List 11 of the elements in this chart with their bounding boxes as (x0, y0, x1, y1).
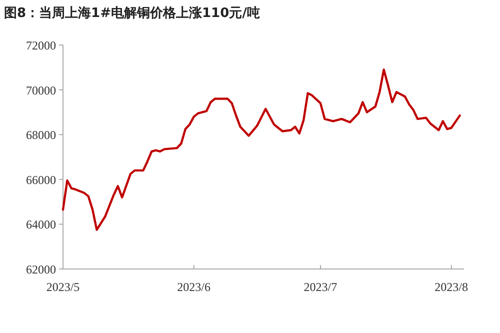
y-tick-label: 72000 (26, 38, 56, 52)
x-tick-label: 2023/8 (434, 280, 468, 294)
y-tick-label: 68000 (26, 128, 56, 142)
y-tick-label: 64000 (26, 218, 56, 232)
x-tick-label: 2023/6 (177, 280, 211, 294)
x-tick-label: 2023/5 (46, 280, 80, 294)
title: 图8：当周上海1#电解铜价格上涨110元/吨 (4, 6, 260, 21)
y-tick-label: 66000 (26, 172, 56, 187)
y-tick-label: 62000 (26, 262, 56, 276)
x-tick-label: 2023/7 (304, 280, 338, 294)
y-tick-label: 70000 (26, 83, 56, 98)
